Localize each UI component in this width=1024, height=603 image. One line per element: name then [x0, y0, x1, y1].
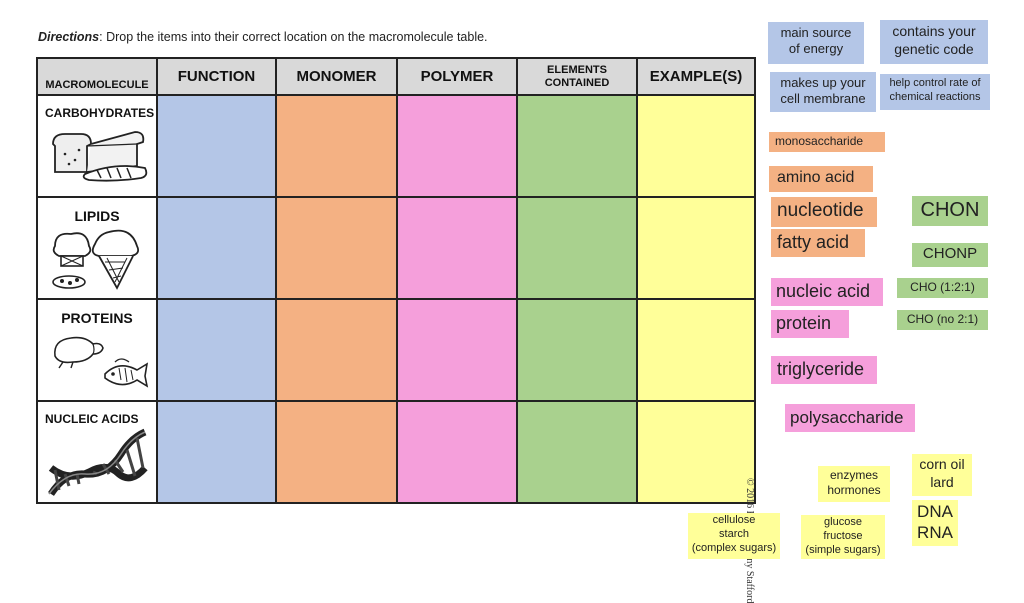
card-nucleotide[interactable]: nucleotide	[771, 197, 877, 227]
card-text-line: corn oil	[919, 456, 965, 472]
table-row: NUCLEIC ACIDS	[36, 400, 756, 504]
row-label-carbohydrates: CARBOHYDRATES	[45, 106, 155, 120]
card-text-line: DNA	[917, 502, 953, 521]
lipids-elements-dropzone[interactable]	[516, 196, 638, 300]
carbohydrates-polymer-dropzone[interactable]	[396, 94, 518, 198]
row-label-lipids: LIPIDS	[74, 208, 120, 224]
table-row: LIPIDS	[36, 196, 756, 300]
row-label-cell: PROTEINS	[36, 298, 158, 402]
card-fatty-acid[interactable]: fatty acid	[771, 229, 865, 257]
card-text-line: enzymes	[829, 468, 879, 482]
card-text-line: help control rate of	[889, 77, 981, 89]
card-help-control-rate[interactable]: help control rate of chemical reactions	[880, 74, 990, 110]
row-label-cell: CARBOHYDRATES	[36, 94, 158, 198]
header-examples: EXAMPLE(S)	[636, 57, 756, 96]
card-text-line: RNA	[917, 523, 953, 543]
dna-illustration	[48, 428, 148, 496]
lipids-monomer-dropzone[interactable]	[275, 196, 398, 300]
card-triglyceride[interactable]: triglyceride	[771, 356, 877, 384]
nucleic-acids-polymer-dropzone[interactable]	[396, 400, 518, 504]
carbohydrates-examples-dropzone[interactable]	[636, 94, 756, 198]
card-cho-121[interactable]: CHO (1:2:1)	[897, 278, 988, 298]
proteins-elements-dropzone[interactable]	[516, 298, 638, 402]
header-monomer: MONOMER	[275, 57, 398, 96]
card-text-line: (simple sugars)	[805, 543, 881, 556]
card-contains-genetic-code[interactable]: contains your genetic code	[880, 20, 988, 64]
carbohydrates-monomer-dropzone[interactable]	[275, 94, 398, 198]
card-enzymes-hormones[interactable]: enzymes hormones	[818, 466, 890, 502]
header-polymer: POLYMER	[396, 57, 518, 96]
carbohydrates-elements-dropzone[interactable]	[516, 94, 638, 198]
table-row: PROTEINS	[36, 298, 756, 402]
header-elements-contained: ELEMENTS CONTAINED	[516, 57, 638, 96]
card-text-line: hormones	[827, 483, 881, 497]
carbohydrates-function-dropzone[interactable]	[156, 94, 277, 198]
card-polysaccharide[interactable]: polysaccharide	[785, 404, 915, 432]
card-monosaccharide[interactable]: monosaccharide	[769, 132, 885, 152]
directions-body: : Drop the items into their correct loca…	[99, 30, 488, 44]
proteins-monomer-dropzone[interactable]	[275, 298, 398, 402]
card-text-line: (complex sugars)	[691, 541, 777, 554]
card-text-line: contains your	[892, 23, 976, 39]
card-amino-acid[interactable]: amino acid	[769, 166, 873, 192]
table-header-row: MACROMOLECULE FUNCTION MONOMER POLYMER E…	[36, 57, 756, 96]
row-label-nucleic-acids: NUCLEIC ACIDS	[45, 412, 139, 426]
ice-cream-illustration	[52, 229, 140, 290]
chicken-fish-illustration	[54, 336, 149, 388]
macromolecule-table: MACROMOLECULE FUNCTION MONOMER POLYMER E…	[36, 57, 756, 504]
card-text-line: cell membrane	[780, 91, 866, 107]
card-text-line: chemical reactions	[889, 90, 981, 103]
card-protein[interactable]: protein	[771, 310, 849, 338]
directions-text: Directions: Drop the items into their co…	[38, 30, 488, 44]
nucleic-acids-function-dropzone[interactable]	[156, 400, 277, 504]
proteins-examples-dropzone[interactable]	[636, 298, 756, 402]
header-elements-line2: CONTAINED	[544, 76, 610, 89]
card-text-line: fructose	[823, 529, 863, 542]
proteins-polymer-dropzone[interactable]	[396, 298, 518, 402]
card-glucose-fructose[interactable]: glucose fructose (simple sugars)	[801, 515, 885, 559]
card-text-line: lard	[930, 473, 954, 490]
card-makes-up-cell-membrane[interactable]: makes up your cell membrane	[770, 72, 876, 112]
card-dna-rna[interactable]: DNA RNA	[912, 500, 958, 546]
card-nucleic-acid[interactable]: nucleic acid	[771, 278, 883, 306]
row-label-cell: NUCLEIC ACIDS	[36, 400, 158, 504]
card-corn-oil-lard[interactable]: corn oil lard	[912, 454, 972, 496]
row-label-cell: LIPIDS	[36, 196, 158, 300]
card-cellulose-starch[interactable]: cellulose starch (complex sugars)	[688, 513, 780, 559]
lipids-polymer-dropzone[interactable]	[396, 196, 518, 300]
header-elements-line1: ELEMENTS	[547, 63, 607, 76]
nucleic-acids-elements-dropzone[interactable]	[516, 400, 638, 504]
card-text-line: starch	[719, 527, 749, 540]
header-macromolecule: MACROMOLECULE	[36, 57, 158, 96]
proteins-function-dropzone[interactable]	[156, 298, 277, 402]
card-text-line: makes up your	[780, 75, 866, 90]
row-label-proteins: PROTEINS	[61, 310, 133, 326]
header-function: FUNCTION	[156, 57, 277, 96]
card-chon[interactable]: CHON	[912, 196, 988, 226]
card-chonp[interactable]: CHONP	[912, 243, 988, 267]
card-text-line: main source	[780, 25, 852, 40]
nucleic-acids-monomer-dropzone[interactable]	[275, 400, 398, 504]
card-cho-no-21[interactable]: CHO (no 2:1)	[897, 310, 988, 330]
card-text-line: cellulose	[712, 514, 756, 526]
lipids-function-dropzone[interactable]	[156, 196, 277, 300]
card-text-line: of energy	[788, 41, 844, 57]
table-row: CARBOHYDRATES	[36, 94, 756, 198]
bread-illustration	[52, 131, 148, 182]
nucleic-acids-examples-dropzone[interactable]	[636, 400, 756, 504]
card-text-line: genetic code	[894, 40, 974, 57]
lipids-examples-dropzone[interactable]	[636, 196, 756, 300]
directions-lead: Directions	[38, 30, 100, 44]
card-text-line: glucose	[824, 516, 862, 528]
card-main-source-of-energy[interactable]: main source of energy	[768, 22, 864, 64]
